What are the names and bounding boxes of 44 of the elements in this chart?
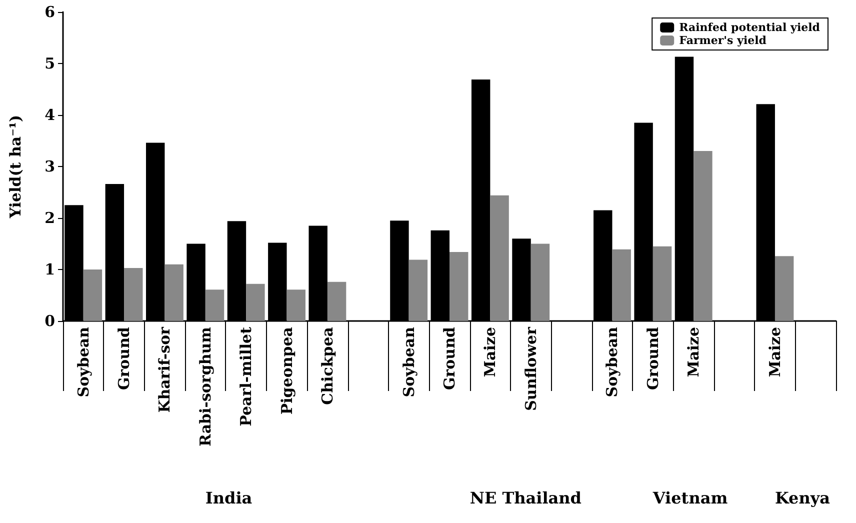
x-tick-label: Pigeonpea: [278, 326, 296, 415]
bar: [205, 290, 224, 321]
bar: [124, 268, 143, 321]
bar: [490, 195, 509, 321]
bar: [246, 284, 265, 321]
y-tick-label: 2: [44, 209, 55, 227]
x-tick-label: Chickpea: [318, 326, 336, 405]
x-tick-label: Pearl-millet: [237, 326, 256, 426]
x-tick-label: Soybean: [400, 326, 418, 398]
bar: [530, 244, 550, 321]
x-tick-label: Soybean: [74, 326, 92, 398]
y-tick-label: 1: [44, 260, 55, 278]
bar: [327, 282, 346, 321]
x-tick-label: Maize: [481, 327, 500, 378]
bar: [774, 256, 794, 321]
x-tick-label: Kharif-sor: [156, 326, 174, 413]
y-tick-label: 0: [44, 312, 55, 330]
x-tick-label: Ground: [440, 326, 458, 390]
x-tick-label: Ground: [115, 326, 134, 390]
y-tick-label: 6: [44, 3, 55, 21]
x-tick-label: Ground: [644, 326, 662, 390]
bar: [694, 151, 712, 321]
bar: [286, 290, 306, 321]
bar: [164, 264, 184, 321]
x-tick-label: Sunflower: [522, 326, 540, 411]
bar: [612, 249, 631, 321]
text: Vietnam: [652, 488, 728, 508]
x-tick-label: Rabi-sorghum: [196, 326, 214, 446]
text: Kenya: [774, 488, 830, 508]
x-tick-label: Maize: [684, 327, 703, 378]
bar: [652, 246, 672, 321]
bar: [450, 252, 468, 321]
text: NE Thailand: [470, 488, 582, 508]
text: India: [205, 488, 252, 508]
y-tick-label: 5: [44, 54, 55, 72]
legend-label: Rainfed potential yield: [679, 21, 820, 34]
bar: [83, 270, 102, 321]
bar: [408, 260, 428, 321]
y-tick-label: 3: [44, 158, 55, 176]
y-axis-title: Yield(t ha⁻¹): [6, 114, 24, 220]
y-tick-label: 4: [44, 106, 55, 124]
legend-label: Farmer's yield: [679, 34, 767, 47]
x-tick-label: Soybean: [603, 326, 622, 398]
x-tick-label: Maize: [766, 327, 784, 378]
